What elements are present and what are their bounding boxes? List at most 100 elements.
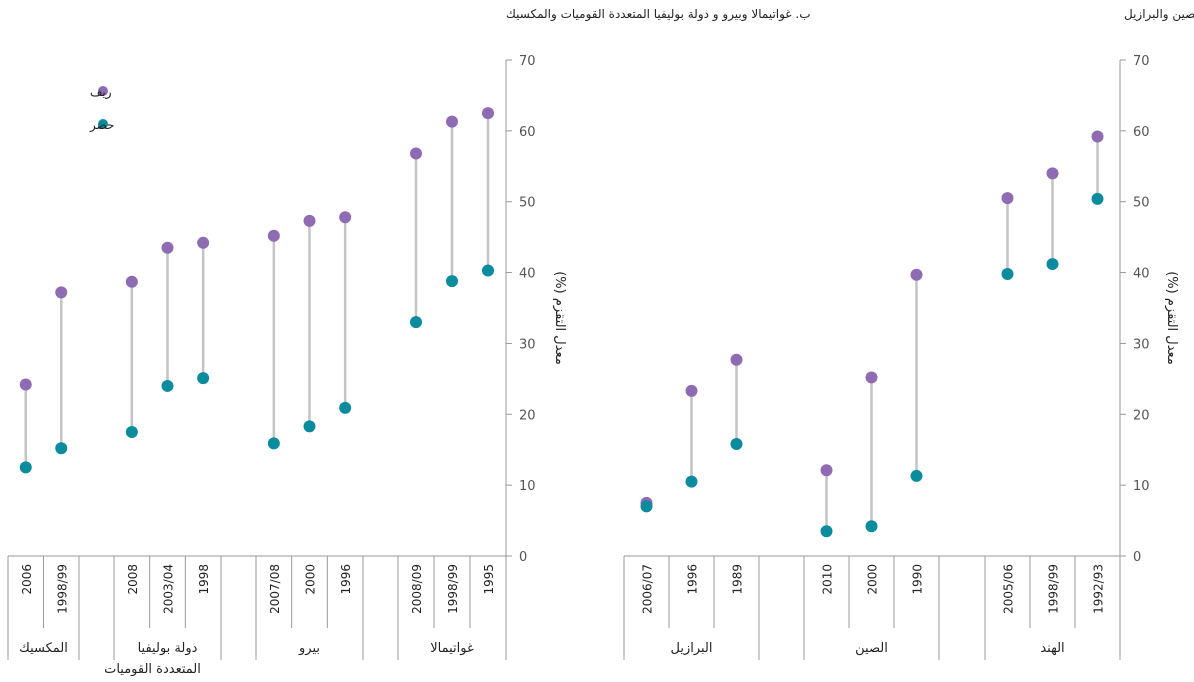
panel-title: ب. غواتيمالا وبيرو و دولة بوليفيا المتعد… xyxy=(506,7,811,22)
y-axis-label: معدل التقزم (%) xyxy=(1164,271,1179,365)
rural-point xyxy=(267,229,280,242)
y-tick-label: 60 xyxy=(1133,125,1150,140)
y-tick-label: 20 xyxy=(1133,408,1150,423)
y-tick-label: 50 xyxy=(1133,196,1150,211)
urban-point xyxy=(267,437,280,450)
rural-point xyxy=(303,214,316,227)
year-label: 1990 xyxy=(911,564,925,595)
urban-point xyxy=(1046,258,1059,271)
y-tick-label: 60 xyxy=(519,125,536,140)
group-1: 2010 2000 1990 الصين xyxy=(803,268,940,660)
year-label: 2006 xyxy=(20,564,34,595)
year-label: 2006/07 xyxy=(641,564,655,614)
y-tick-label: 40 xyxy=(1133,267,1150,282)
year-label: 2008 xyxy=(126,564,140,595)
rural-point xyxy=(865,371,878,384)
y-tick-label: 0 xyxy=(519,550,527,565)
year-label: 2000 xyxy=(866,564,880,595)
panel-a: أ. الهند والصين والبرازيل 0 10 20 30 40 50 60 70… xyxy=(623,6,1194,660)
rural-point xyxy=(730,353,743,366)
urban-point xyxy=(410,316,422,329)
group-0: 2006/07 1996 1989 البرازيل xyxy=(623,353,760,660)
year-label: 2008/09 xyxy=(410,564,424,614)
urban-point xyxy=(161,379,174,392)
group-0: 2006 1998/99 المكسيك xyxy=(7,286,80,660)
urban-point xyxy=(339,401,352,414)
panel-title: أ. الهند والصين والبرازيل xyxy=(1124,6,1194,22)
y-tick-label: 70 xyxy=(1133,54,1150,69)
group-3: 2008/09 1998/99 1995 غواتيمالا xyxy=(397,107,507,660)
urban-point xyxy=(820,525,833,538)
group-2: 2007/08 2000 1996 بيرو xyxy=(255,211,364,660)
year-label: 2010 xyxy=(821,564,835,595)
group-1: 2008 2003/04 1998 دولة بوليفيا المتعددة القو… xyxy=(104,236,222,677)
year-label: 1998/99 xyxy=(1047,564,1061,614)
y-tick-label: 30 xyxy=(1133,337,1150,352)
rural-point xyxy=(482,107,494,120)
urban-point xyxy=(303,420,316,433)
y-tick-label: 20 xyxy=(519,408,536,423)
group-2: 2005/06 1998/99 1992/93 الهند xyxy=(984,130,1121,660)
year-label: 2005/06 xyxy=(1002,564,1016,614)
urban-point xyxy=(910,469,923,482)
y-tick-label: 40 xyxy=(519,267,536,282)
rural-point xyxy=(910,268,923,281)
group-label: غواتيمالا xyxy=(430,641,474,656)
urban-point xyxy=(19,461,32,474)
legend-urban-label: حضر xyxy=(89,118,114,133)
y-tick-label: 10 xyxy=(1133,479,1150,494)
legend: ريف حضر xyxy=(89,85,114,133)
legend-rural-marker xyxy=(98,86,108,96)
group-label: المكسيك xyxy=(19,641,68,656)
y-axis-label: معدل التقزم (%) xyxy=(552,271,567,365)
rural-point xyxy=(197,236,210,249)
urban-point xyxy=(685,475,698,488)
rural-point xyxy=(410,147,422,160)
y-tick-label: 10 xyxy=(519,479,536,494)
year-label: 2003/04 xyxy=(162,564,176,614)
y-tick-label: 70 xyxy=(519,54,536,69)
rural-point xyxy=(339,211,352,224)
year-label: 2007/08 xyxy=(268,564,282,614)
year-label: 2000 xyxy=(304,564,318,595)
year-label: 1996 xyxy=(339,564,353,595)
urban-point xyxy=(446,275,458,288)
urban-point xyxy=(197,372,210,385)
year-label: 1995 xyxy=(482,564,496,595)
rural-point xyxy=(446,115,458,128)
y-tick-label: 0 xyxy=(1133,550,1141,565)
rural-point xyxy=(125,275,138,288)
group-label: البرازيل xyxy=(670,641,712,656)
year-label: 1989 xyxy=(731,564,745,595)
legend-urban-marker xyxy=(98,119,108,129)
panel-b: ب. غواتيمالا وبيرو و دولة بوليفيا المتعد… xyxy=(7,7,811,677)
year-label: 1992/93 xyxy=(1092,564,1106,614)
group-label: الصين xyxy=(855,641,888,656)
rural-point xyxy=(685,384,698,397)
rural-point xyxy=(19,378,32,391)
y-tick-label: 30 xyxy=(519,337,536,352)
urban-point xyxy=(640,500,653,513)
urban-point xyxy=(482,264,494,277)
year-label: 1998/99 xyxy=(446,564,460,614)
rural-point xyxy=(1091,130,1104,143)
year-label: 1998/99 xyxy=(55,564,69,614)
rural-point xyxy=(1001,192,1014,205)
y-tick-label: 50 xyxy=(519,196,536,211)
rural-point xyxy=(55,286,68,299)
group-label: بيرو xyxy=(298,641,320,656)
year-label: 1998 xyxy=(197,564,211,595)
urban-point xyxy=(865,520,878,533)
urban-point xyxy=(1091,192,1104,205)
urban-point xyxy=(730,438,743,451)
urban-point xyxy=(1001,267,1014,280)
group-label: دولة بوليفيا المتعددة القوميات xyxy=(104,641,201,677)
urban-point xyxy=(55,442,68,455)
urban-point xyxy=(125,426,138,438)
year-label: 1996 xyxy=(686,564,700,595)
rural-point xyxy=(820,464,833,477)
group-label: الهند xyxy=(1040,641,1064,656)
legend-rural-label: ريف xyxy=(90,85,112,100)
rural-point xyxy=(161,241,174,254)
